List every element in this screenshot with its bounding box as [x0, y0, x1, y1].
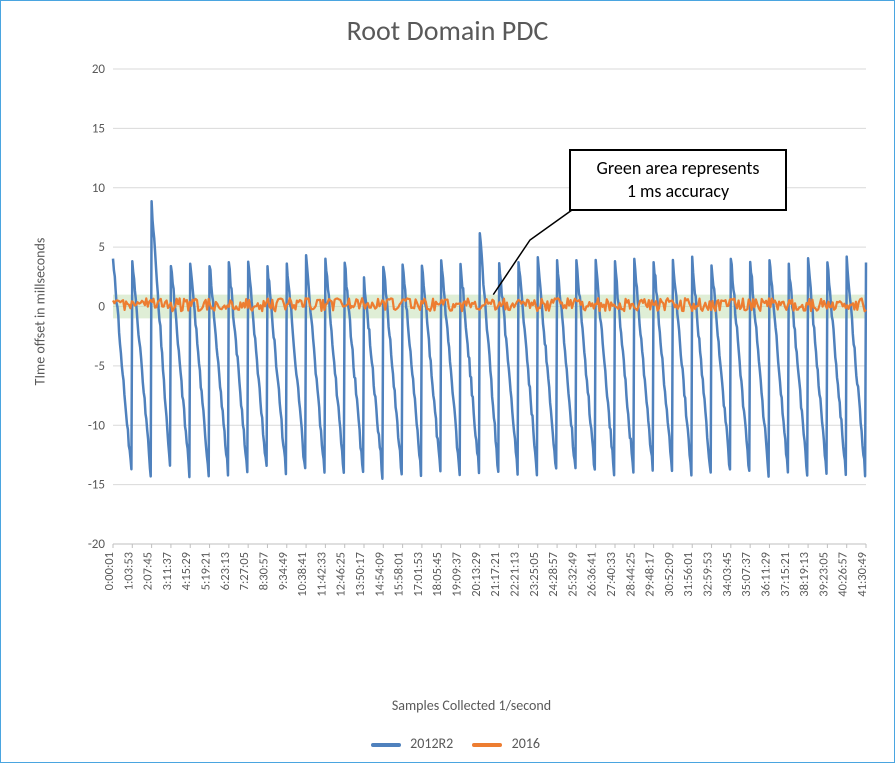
svg-text:32:59:53: 32:59:53: [701, 552, 716, 597]
svg-text:22:21:13: 22:21:13: [507, 552, 522, 597]
svg-text:0: 0: [98, 300, 105, 315]
svg-text:15: 15: [92, 121, 105, 136]
svg-text:9:34:49: 9:34:49: [276, 552, 291, 590]
svg-text:14:54:09: 14:54:09: [372, 552, 387, 597]
y-axis-title: TIme offset in millseconds: [9, 1, 71, 622]
svg-text:35:07:37: 35:07:37: [739, 552, 754, 597]
svg-text:20:13:29: 20:13:29: [469, 552, 484, 597]
svg-text:4:15:29: 4:15:29: [179, 552, 194, 590]
svg-text:40:26:57: 40:26:57: [836, 552, 851, 597]
svg-text:-15: -15: [88, 478, 105, 493]
legend-swatch-2016: [472, 743, 502, 747]
svg-text:37:15:21: 37:15:21: [778, 552, 793, 597]
svg-text:18:05:45: 18:05:45: [430, 552, 445, 597]
callout-line-2: 1 ms accuracy: [581, 180, 775, 203]
svg-text:6:23:13: 6:23:13: [218, 552, 233, 590]
svg-text:11:42:33: 11:42:33: [314, 552, 329, 597]
svg-text:5: 5: [98, 240, 105, 255]
plot-area: -20 -15 -10 -5 0 5 10 15 20 0:00:01 1:03:53 2:07:45…: [71, 61, 872, 622]
svg-text:39:23:05: 39:23:05: [816, 552, 831, 597]
svg-text:30:52:09: 30:52:09: [662, 552, 677, 597]
svg-text:25:32:49: 25:32:49: [565, 552, 580, 597]
svg-text:5:19:21: 5:19:21: [199, 552, 214, 590]
legend-label-2016: 2016: [512, 735, 540, 752]
svg-text:17:01:53: 17:01:53: [411, 552, 426, 597]
svg-text:15:58:01: 15:58:01: [392, 552, 407, 597]
svg-text:-10: -10: [88, 418, 106, 433]
svg-text:34:03:45: 34:03:45: [720, 552, 735, 597]
svg-text:0:00:01: 0:00:01: [102, 552, 117, 590]
chart-title: Root Domain PDC: [1, 13, 894, 48]
svg-text:-5: -5: [94, 359, 105, 374]
svg-text:12:46:25: 12:46:25: [334, 552, 349, 597]
svg-text:38:19:13: 38:19:13: [797, 552, 812, 597]
svg-text:27:40:33: 27:40:33: [604, 552, 619, 597]
legend-label-2012r2: 2012R2: [410, 735, 453, 752]
svg-text:36:11:29: 36:11:29: [758, 552, 773, 597]
svg-text:7:27:05: 7:27:05: [237, 552, 252, 590]
svg-text:10: 10: [92, 181, 106, 196]
svg-text:41:30:49: 41:30:49: [855, 552, 870, 597]
svg-text:10:38:41: 10:38:41: [295, 552, 310, 597]
chart-frame: Root Domain PDC TIme offset in millsecon…: [0, 0, 895, 763]
svg-text:1:03:53: 1:03:53: [121, 552, 136, 590]
svg-text:24:28:57: 24:28:57: [546, 552, 561, 597]
svg-text:21:17:21: 21:17:21: [488, 552, 503, 597]
legend-swatch-2012r2: [371, 743, 401, 747]
svg-text:28:44:25: 28:44:25: [623, 552, 638, 597]
annotation-callout: Green area represents 1 ms accuracy: [569, 149, 787, 211]
svg-text:-20: -20: [88, 537, 106, 552]
svg-text:23:25:05: 23:25:05: [527, 552, 542, 597]
x-axis-title: Samples Collected 1/second: [71, 697, 872, 714]
svg-text:20: 20: [92, 62, 106, 77]
svg-text:29:48:17: 29:48:17: [643, 552, 658, 597]
svg-text:26:36:41: 26:36:41: [585, 552, 600, 597]
y-axis-title-text: TIme offset in millseconds: [32, 238, 49, 386]
svg-text:8:30:57: 8:30:57: [256, 552, 271, 590]
svg-text:2:07:45: 2:07:45: [141, 552, 156, 590]
svg-text:31:56:01: 31:56:01: [681, 552, 696, 597]
callout-line-1: Green area represents: [581, 157, 775, 180]
svg-text:13:50:17: 13:50:17: [353, 552, 368, 597]
plot-svg: -20 -15 -10 -5 0 5 10 15 20 0:00:01 1:03:53 2:07:45…: [71, 61, 872, 622]
svg-text:19:09:37: 19:09:37: [450, 552, 465, 597]
legend: 2012R2 2016: [1, 735, 894, 752]
svg-text:3:11:37: 3:11:37: [160, 552, 175, 590]
